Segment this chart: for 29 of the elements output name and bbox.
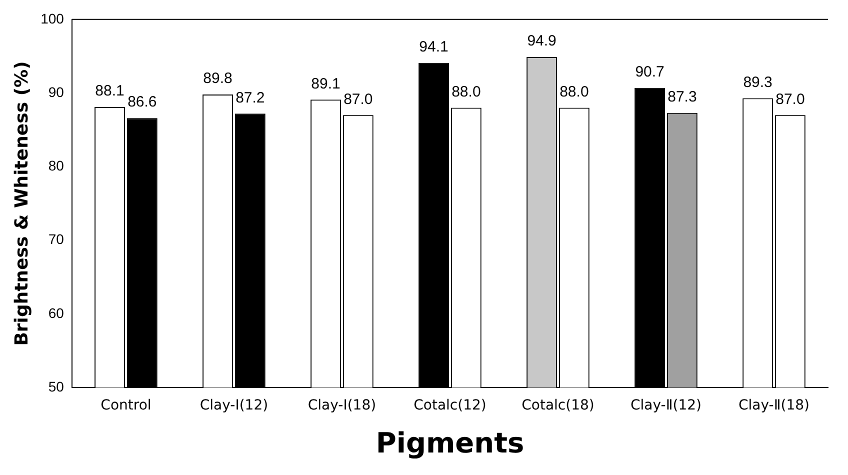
data-label: 87.0: [344, 90, 373, 108]
data-label: 87.0: [776, 90, 805, 108]
data-label: 94.9: [527, 32, 556, 50]
data-label: 87.3: [668, 88, 697, 106]
data-label: 90.7: [635, 64, 664, 81]
data-label: 89.3: [743, 74, 772, 91]
data-label: 88.0: [560, 83, 589, 100]
y-tick-label: 90: [48, 84, 64, 100]
data-label: 89.1: [311, 75, 340, 92]
data-label: 89.8: [203, 70, 232, 88]
y-axis-title: Brightness & Whiteness (%): [11, 61, 32, 346]
data-label: 88.1: [95, 82, 124, 100]
x-tick-label: Control: [100, 398, 152, 414]
y-tick-label: 100: [40, 10, 64, 26]
x-tick-label: Cotalc(18): [522, 398, 594, 414]
x-tick-label: Clay-Ⅱ(18): [738, 398, 810, 414]
y-tick-label: 70: [48, 231, 64, 248]
data-label: 88.0: [452, 83, 481, 100]
y-tick-label: 60: [48, 304, 64, 321]
y-tick-label: 80: [48, 158, 64, 174]
x-tick-label: Clay-Ⅱ(12): [630, 398, 702, 414]
x-tick-label: Cotalc(12): [414, 398, 486, 414]
y-tick-label: 50: [48, 378, 64, 394]
data-label: 87.2: [236, 89, 265, 106]
x-tick-label: Clay-Ⅰ(18): [308, 398, 376, 414]
data-label: 86.6: [128, 94, 157, 111]
x-tick-label: Clay-Ⅰ(12): [200, 398, 268, 414]
data-label: 94.1: [419, 38, 448, 56]
x-axis-title: Pigments: [376, 426, 524, 460]
